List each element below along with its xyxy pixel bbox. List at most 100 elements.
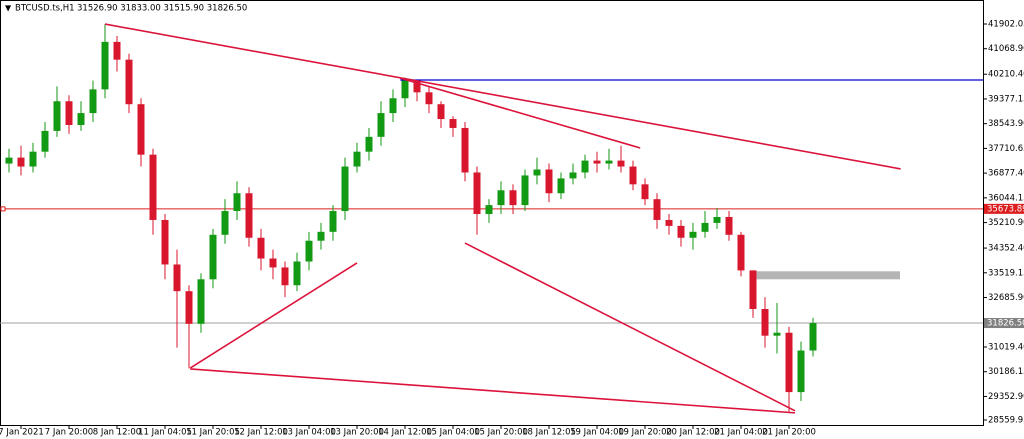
candle-body: [5, 157, 13, 164]
x-tick-label: 7 Jan 2021: [0, 428, 44, 438]
candle-body: [485, 205, 493, 215]
candle-body: [593, 160, 601, 164]
y-tick-label: 30186.15: [988, 367, 1024, 377]
candle-body: [65, 101, 73, 125]
candle-body: [113, 41, 121, 60]
candle-body: [617, 160, 625, 167]
candle-body: [521, 175, 529, 206]
candle-body: [293, 261, 301, 286]
candle-body: [725, 216, 733, 235]
candle-body: [353, 151, 361, 167]
candle-body: [185, 291, 193, 324]
x-tick-label: 21 Jan 04:00: [714, 428, 768, 438]
candle-body: [221, 211, 229, 235]
candle-body: [245, 193, 253, 238]
candle-body: [401, 80, 409, 99]
candle-body: [173, 264, 181, 292]
candle-body: [569, 172, 577, 179]
candle-body: [281, 267, 289, 286]
price-tag: [984, 318, 1024, 329]
x-tick-label: 13 Jan 20:00: [330, 428, 384, 438]
x-tick-label: 19 Jan 20:00: [618, 428, 672, 438]
y-tick-label: 38543.90: [988, 119, 1024, 129]
candle-body: [89, 89, 97, 114]
candle-body: [533, 169, 541, 176]
y-tick-label: 36877.40: [988, 169, 1024, 179]
candle-body: [161, 219, 169, 265]
x-tick-label: 12 Jan 12:00: [234, 428, 288, 438]
y-tick-label: 41902.05: [988, 20, 1024, 30]
candle-body: [461, 127, 469, 173]
candle-body: [641, 184, 649, 200]
candle-body: [761, 308, 769, 336]
candle-body: [449, 119, 457, 128]
x-tick-label: 21 Jan 20:00: [762, 428, 816, 438]
candle-body: [413, 80, 421, 93]
price-tag: [984, 203, 1024, 214]
x-tick-label: 19 Jan 04:00: [570, 428, 624, 438]
trendline: [104, 23, 901, 170]
y-tick-label: 39377.15: [988, 94, 1024, 104]
y-tick-label: 31019.40: [988, 342, 1024, 352]
zone: [756, 271, 900, 280]
candle-body: [713, 216, 721, 223]
y-tick-label: 36044.15: [988, 193, 1024, 203]
candle-body: [53, 101, 61, 131]
candle-body: [437, 104, 445, 120]
y-tick-label: 37710.65: [988, 144, 1024, 154]
ohlc-readout: 31526.90 31833.00 31515.90 31826.50: [77, 4, 247, 14]
candle-body: [557, 178, 565, 194]
y-tick-label: 32685.90: [988, 293, 1024, 303]
plot-area: [0, 23, 983, 414]
candle-body: [305, 240, 313, 262]
candle-body: [665, 219, 673, 226]
y-tick-label: 33519.15: [988, 268, 1024, 278]
candle-body: [473, 172, 481, 215]
candle-body: [365, 136, 373, 152]
candle-body: [677, 225, 685, 238]
collapse-arrow: ▼: [5, 4, 12, 13]
trendline: [464, 242, 796, 412]
trendline: [399, 77, 641, 149]
x-tick-label: 11 Jan 20:05: [186, 428, 240, 438]
candle-body: [425, 92, 433, 105]
candle-body: [137, 104, 145, 155]
trendline: [189, 262, 358, 369]
price-tag-label: 31826.50: [987, 319, 1024, 329]
candle-body: [629, 166, 637, 185]
x-tick-label: 15 Jan 20:00: [474, 428, 528, 438]
x-tick-label: 15 Jan 04:00: [426, 428, 480, 438]
candle-body: [377, 113, 385, 137]
y-tick-label: 28559.95: [988, 415, 1024, 425]
y-tick-label: 29352.90: [988, 392, 1024, 402]
candle-body: [653, 199, 661, 220]
candle-body: [197, 279, 205, 324]
candle-body: [29, 151, 37, 167]
candle-body: [689, 231, 697, 238]
candle-body: [101, 41, 109, 90]
candle-body: [797, 350, 805, 393]
x-tick-label: 8 Jan 12:00: [93, 428, 141, 438]
x-tick-label: 14 Jan 12:00: [378, 428, 432, 438]
y-tick-label: 40210.40: [988, 70, 1024, 80]
candle-body: [701, 222, 709, 232]
level-anchor: [0, 206, 6, 212]
candle-body: [389, 98, 397, 114]
candle-body: [809, 323, 817, 351]
candle-body: [257, 237, 265, 259]
trendline: [190, 368, 796, 414]
candle-body: [233, 193, 241, 212]
candle-body: [77, 113, 85, 125]
candle-body: [737, 234, 745, 271]
candle-body: [497, 190, 505, 206]
candle-body: [329, 211, 337, 232]
y-tick-label: 35210.90: [988, 218, 1024, 228]
candle-body: [209, 234, 217, 280]
candle-body: [341, 166, 349, 212]
candle-body: [149, 154, 157, 220]
candle-body: [773, 332, 781, 336]
candle-body: [581, 160, 589, 173]
x-tick-label: 18 Jan 12:05: [522, 428, 576, 438]
